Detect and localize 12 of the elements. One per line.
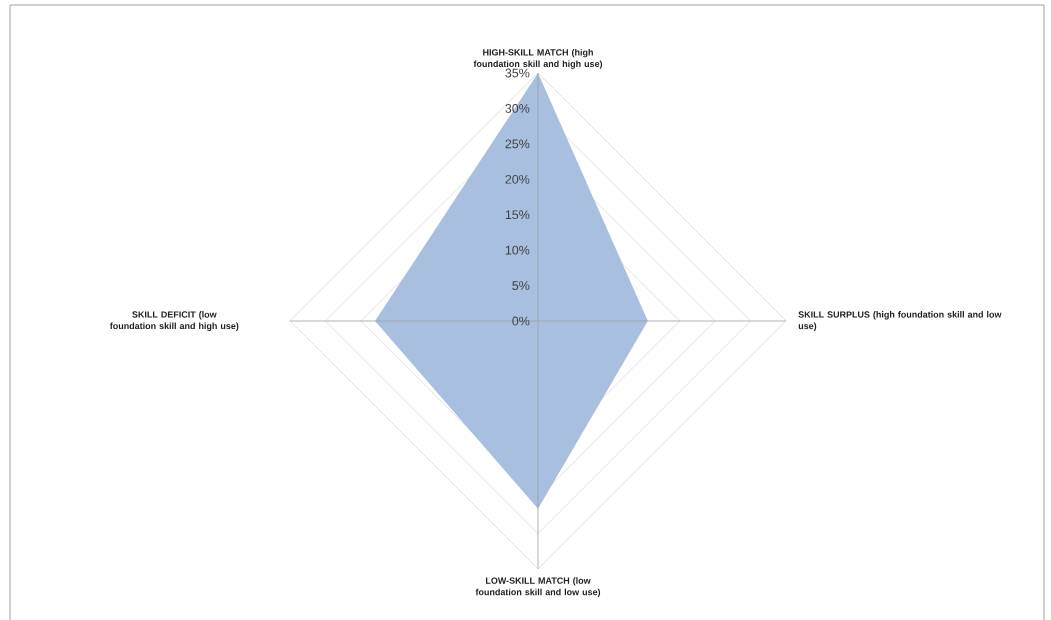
y-tick-label: 15% bbox=[505, 210, 530, 220]
y-tick-label: 25% bbox=[505, 139, 530, 149]
y-tick-label: 20% bbox=[505, 174, 530, 184]
y-tick-label: 0% bbox=[512, 316, 530, 326]
spoke-label: SKILL DEFICIT (low foundation skill and high use) bbox=[109, 311, 239, 331]
y-tick-label: 35% bbox=[505, 68, 530, 78]
y-tick-label: 10% bbox=[505, 245, 530, 255]
y-tick-label: 5% bbox=[512, 281, 530, 290]
y-tick-label: 30% bbox=[505, 104, 530, 113]
spoke-label: HIGH-SKILL MATCH (high foundation skill and high use) bbox=[473, 48, 603, 69]
spoke-label: SKILL SURPLUS (high foundation skill and low use) bbox=[798, 311, 1002, 331]
spoke-label: LOW-SKILL MATCH (low foundation skill and low use) bbox=[475, 577, 601, 598]
